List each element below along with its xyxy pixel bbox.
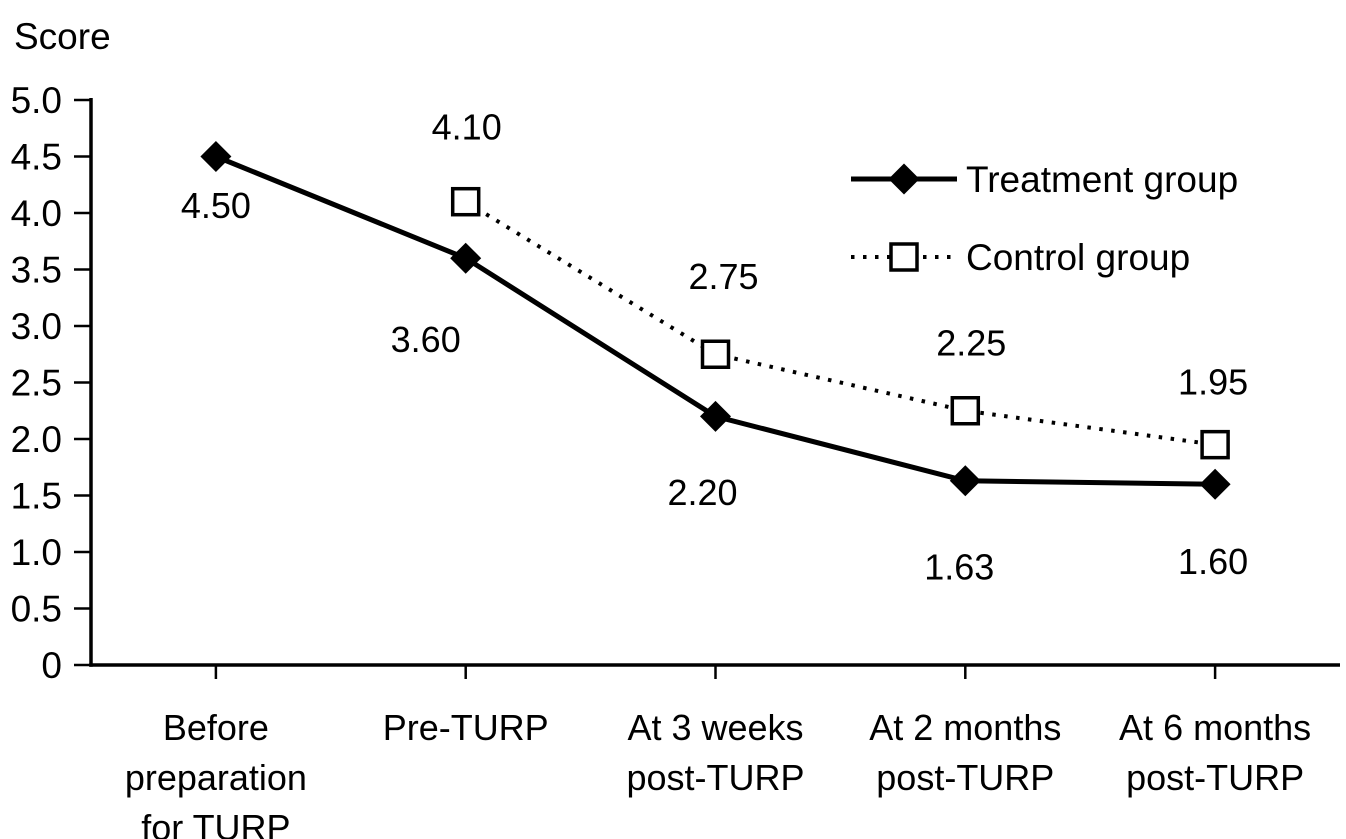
legend-diamond-icon xyxy=(888,163,920,195)
data-point-value-label: 1.60 xyxy=(1178,541,1248,582)
control-marker-square-icon xyxy=(450,186,481,217)
y-axis-tick-label: 1.0 xyxy=(11,532,62,573)
x-axis-category-label: Pre-TURP xyxy=(383,707,549,748)
x-axis-category-label: post-TURP xyxy=(876,757,1054,798)
data-point-value-label: 4.10 xyxy=(432,106,502,147)
y-axis-tick-label: 0 xyxy=(41,645,62,686)
x-axis-category-label: At 3 weeks xyxy=(627,707,803,748)
data-point-value-label: 3.60 xyxy=(391,319,461,360)
control-marker-square-icon xyxy=(700,339,731,369)
y-axis-tick-label: 5.0 xyxy=(11,80,62,121)
data-point-value-label: 2.25 xyxy=(936,322,1006,363)
legend-square-icon xyxy=(889,242,919,272)
x-axis-category-label: post-TURP xyxy=(1126,757,1304,798)
data-point-value-label: 1.95 xyxy=(1178,361,1248,402)
y-axis-tick-label: 2.5 xyxy=(11,362,62,403)
y-axis-tick-label: 4.0 xyxy=(11,193,62,234)
x-axis-category-label: At 6 months xyxy=(1119,707,1311,748)
control-marker-square-icon xyxy=(950,396,981,426)
data-point-value-label: 1.63 xyxy=(924,546,994,587)
y-axis-tick-label: 3.0 xyxy=(11,306,62,347)
y-axis-tick-label: 3.5 xyxy=(11,249,62,290)
legend-series-label: Treatment group xyxy=(966,159,1238,200)
legend-item: Control group xyxy=(851,237,1190,278)
legend-item: Treatment group xyxy=(851,159,1238,200)
data-point-value-label: 2.75 xyxy=(688,256,758,297)
data-point-value-label: 2.20 xyxy=(667,472,737,513)
control-marker-square-icon xyxy=(1200,429,1230,460)
y-axis-tick-label: 4.5 xyxy=(11,136,62,177)
y-axis-tick-label: 0.5 xyxy=(11,588,62,629)
treatment-marker-diamond-icon xyxy=(200,141,232,172)
legend-series-label: Control group xyxy=(966,237,1190,278)
y-axis-tick-label: 2.0 xyxy=(11,419,62,460)
y-axis-tick-label: 1.5 xyxy=(11,475,62,516)
x-axis-category-label: post-TURP xyxy=(626,757,804,798)
y-axis-title: Score xyxy=(14,16,111,57)
x-axis-category-label: Before xyxy=(163,707,269,748)
data-point-value-label: 4.50 xyxy=(181,185,251,226)
treatment-marker-diamond-icon xyxy=(700,400,731,432)
treatment-marker-diamond-icon xyxy=(949,465,981,497)
x-axis-category-label: At 2 months xyxy=(869,707,1061,748)
treatment-group-line xyxy=(214,154,1216,487)
treatment-marker-diamond-icon xyxy=(450,242,482,274)
control-group-line xyxy=(464,199,1216,447)
treatment-marker-diamond-icon xyxy=(1199,468,1231,500)
legend: Treatment group Control group xyxy=(851,159,1238,278)
x-axis-category-label: for TURP xyxy=(141,807,290,839)
x-axis-category-label: preparation xyxy=(125,757,307,798)
